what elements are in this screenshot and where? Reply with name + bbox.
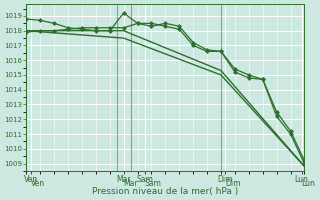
Text: Ven: Ven [30, 179, 44, 188]
Text: Lun: Lun [302, 179, 316, 188]
Text: Sam: Sam [145, 179, 161, 188]
Text: Dim: Dim [225, 179, 241, 188]
Text: Mar: Mar [124, 179, 138, 188]
X-axis label: Pression niveau de la mer( hPa ): Pression niveau de la mer( hPa ) [92, 187, 238, 196]
